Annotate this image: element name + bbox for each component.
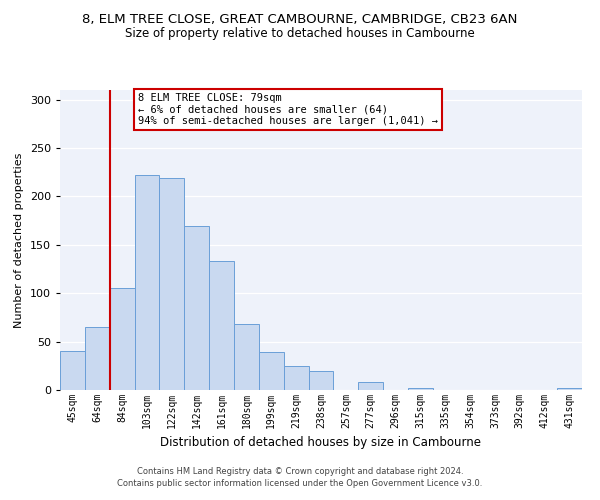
Bar [184,226,209,390]
Bar [358,382,383,390]
Bar [209,262,234,390]
Bar [408,388,433,390]
Text: Contains HM Land Registry data © Crown copyright and database right 2024.
Contai: Contains HM Land Registry data © Crown c… [118,466,482,487]
Y-axis label: Number of detached properties: Number of detached properties [14,152,24,328]
Bar [134,175,160,390]
Bar [160,178,184,390]
Bar [234,324,259,390]
Text: 8, ELM TREE CLOSE, GREAT CAMBOURNE, CAMBRIDGE, CB23 6AN: 8, ELM TREE CLOSE, GREAT CAMBOURNE, CAMB… [82,12,518,26]
X-axis label: Distribution of detached houses by size in Cambourne: Distribution of detached houses by size … [161,436,482,450]
Bar [557,388,582,390]
Text: 8 ELM TREE CLOSE: 79sqm
← 6% of detached houses are smaller (64)
94% of semi-det: 8 ELM TREE CLOSE: 79sqm ← 6% of detached… [139,93,438,126]
Bar [85,327,110,390]
Text: Size of property relative to detached houses in Cambourne: Size of property relative to detached ho… [125,28,475,40]
Bar [110,288,134,390]
Bar [259,352,284,390]
Bar [284,366,308,390]
Bar [60,352,85,390]
Bar [308,370,334,390]
